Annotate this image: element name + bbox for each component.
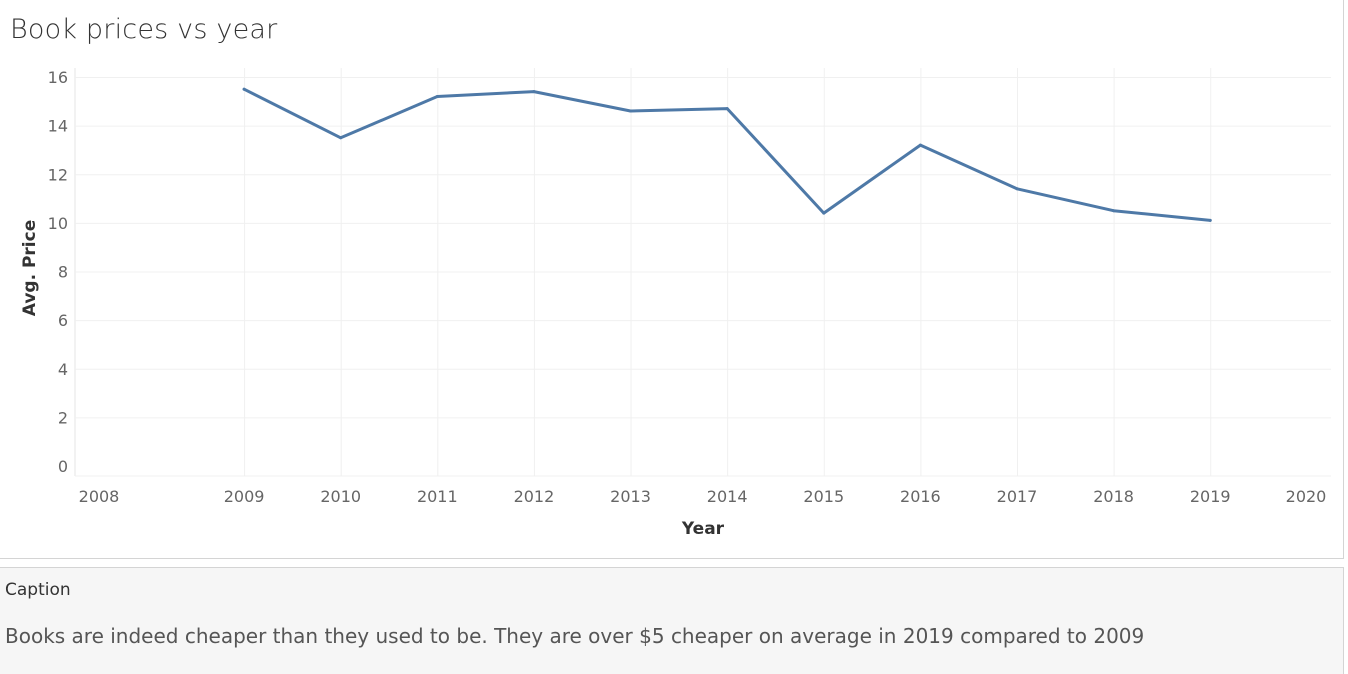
series-layer[interactable] (242, 87, 1212, 222)
y-tick-label: 8 (58, 263, 68, 282)
x-tick-label: 2014 (707, 487, 748, 506)
data-point[interactable] (1208, 218, 1212, 222)
x-axis-ticks: 2008 2009 2010 2011 2012 2013 2014 2015 2016 2017… (79, 487, 1327, 506)
x-tick-label: 2013 (610, 487, 651, 506)
y-tick-label: 2 (58, 408, 68, 427)
y-tick-label: 12 (48, 165, 68, 184)
data-point[interactable] (435, 95, 439, 98)
grid-lines (74, 68, 1331, 477)
x-tick-label: 2017 (997, 487, 1038, 506)
y-tick-label: 14 (48, 117, 68, 136)
x-tick-label: 2012 (514, 487, 555, 506)
data-point[interactable] (629, 109, 632, 113)
y-tick-label: 16 (48, 68, 68, 87)
data-point[interactable] (1015, 187, 1019, 191)
data-point[interactable] (532, 90, 536, 94)
data-point[interactable] (918, 143, 922, 147)
x-tick-label: 2010 (320, 487, 361, 506)
data-point[interactable] (1112, 209, 1116, 213)
y-axis-ticks: 0 2 4 6 8 10 12 14 16 (48, 68, 68, 476)
y-tick-label: 6 (58, 311, 68, 330)
y-tick-label: 10 (48, 214, 68, 233)
y-tick-label: 0 (58, 457, 68, 476)
data-point[interactable] (242, 87, 246, 91)
x-tick-label: 2018 (1093, 487, 1134, 506)
caption-text: Books are indeed cheaper than they used … (5, 624, 1145, 648)
y-tick-label: 4 (58, 360, 68, 379)
chart-panel: Book prices vs year 0 2 4 6 8 10 12 14 16 2008 20… (0, 0, 1344, 559)
x-axis-title: Year (681, 519, 725, 539)
chart-title: Book prices vs year (10, 14, 278, 45)
data-point[interactable] (339, 136, 343, 140)
data-point[interactable] (725, 107, 729, 111)
data-point[interactable] (822, 211, 826, 215)
x-tick-label: 2011 (417, 487, 458, 506)
caption-panel: Caption Books are indeed cheaper than th… (0, 567, 1344, 674)
x-tick-label: 2019 (1190, 487, 1231, 506)
y-axis-title: Avg. Price (20, 220, 40, 316)
x-tick-label: 2009 (224, 487, 265, 506)
caption-title: Caption (5, 580, 71, 600)
x-tick-label: 2016 (900, 487, 941, 506)
x-tick-label: 2015 (803, 487, 844, 506)
x-tick-label: 2020 (1286, 487, 1327, 506)
x-tick-label: 2008 (79, 487, 120, 506)
